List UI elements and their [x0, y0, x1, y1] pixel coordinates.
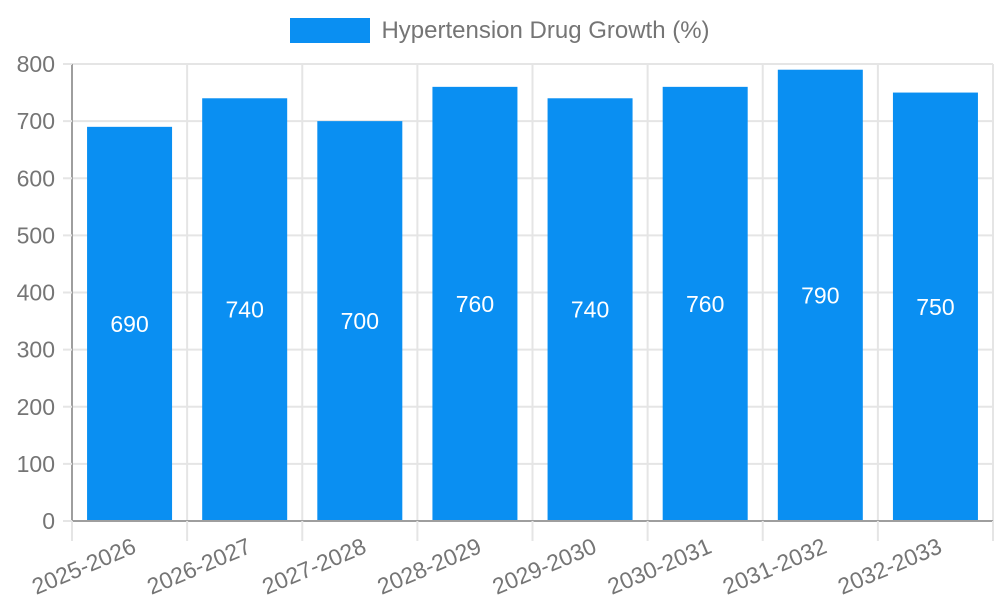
x-tick-label: 2028-2029: [373, 533, 484, 600]
x-tick-label: 2026-2027: [143, 533, 254, 600]
bar-value-label: 700: [341, 308, 379, 334]
y-tick-label: 100: [17, 451, 55, 477]
x-tick-label: 2029-2030: [489, 533, 600, 600]
bar-value-label: 740: [571, 297, 609, 323]
bar: [317, 121, 403, 521]
x-tick-label: 2031-2032: [719, 533, 830, 600]
bar: [892, 92, 978, 521]
legend-label: Hypertension Drug Growth (%): [381, 17, 710, 44]
bar-value-label: 760: [686, 291, 724, 317]
y-tick-label: 400: [17, 280, 55, 306]
bar-value-label: 760: [456, 291, 494, 317]
bar: [777, 69, 863, 522]
legend-swatch: [290, 18, 371, 43]
bar: [662, 86, 748, 521]
bar-value-label: 790: [801, 282, 839, 308]
y-tick-label: 300: [17, 337, 55, 363]
x-tick-label: 2025-2026: [28, 533, 139, 600]
bar-value-label: 740: [226, 297, 264, 323]
bar-value-label: 690: [110, 311, 148, 337]
bar: [432, 86, 518, 521]
bar: [87, 126, 173, 522]
legend-item[interactable]: Hypertension Drug Growth (%): [0, 17, 1000, 44]
y-tick-label: 600: [17, 165, 55, 191]
x-tick-label: 2027-2028: [258, 533, 369, 600]
y-tick-label: 500: [17, 222, 55, 248]
y-tick-label: 700: [17, 108, 55, 134]
x-tick-label: 2032-2033: [834, 533, 945, 600]
y-tick-label: 200: [17, 394, 55, 420]
bar: [202, 98, 288, 522]
x-tick-label: 2030-2031: [604, 533, 715, 600]
y-tick-label: 0: [42, 508, 55, 534]
bar-value-label: 750: [916, 294, 954, 320]
y-tick-label: 800: [17, 51, 55, 77]
bar: [547, 98, 633, 522]
